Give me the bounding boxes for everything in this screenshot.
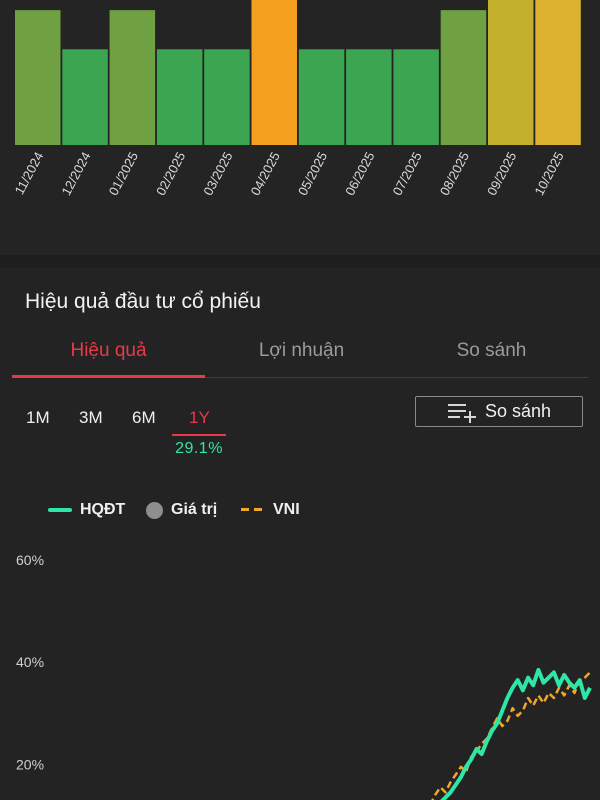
month-cell-1[interactable] [15, 10, 61, 146]
legend-dash-marker [241, 508, 265, 512]
period-1m[interactable]: 1M [26, 408, 50, 427]
period-6m[interactable]: 6M [132, 408, 156, 427]
month-label: 09/2025 [484, 149, 519, 198]
month-cell-2[interactable] [62, 49, 108, 145]
month-cell-11[interactable] [488, 0, 534, 145]
month-label: 10/2025 [531, 149, 566, 198]
month-label: 05/2025 [295, 149, 330, 198]
section-title: Hiệu quả đầu tư cổ phiếu [25, 290, 261, 313]
add-list-icon [447, 403, 476, 423]
tab-so-sanh[interactable]: So sánh [456, 340, 527, 361]
legend-vni[interactable]: VNI [241, 501, 300, 519]
month-label: 11/2024 [12, 149, 47, 197]
month-label: 02/2025 [153, 149, 188, 198]
tab-hieu-qua[interactable]: Hiệu quả [70, 340, 147, 361]
month-cell-10[interactable] [440, 10, 487, 146]
month-label: 12/2024 [58, 149, 93, 198]
month-cell-4[interactable] [156, 49, 203, 145]
y-tick-label: 20% [16, 756, 44, 772]
performance-line-chart: 60% 40% 20% [16, 552, 592, 800]
legend-gia-tri-label: Giá trị [171, 501, 218, 518]
y-tick-label: 40% [16, 654, 44, 670]
period-3m[interactable]: 3M [79, 408, 103, 427]
legend-hqdt[interactable]: HQĐT [48, 501, 125, 519]
legend-dot-marker [146, 501, 163, 519]
period-1y[interactable]: 1Y [189, 408, 210, 427]
month-label: 06/2025 [342, 149, 377, 198]
investment-performance-section: Hiệu quả đầu tư cổ phiếu Hiệu quả Lợi nh… [0, 268, 600, 800]
month-cell-9[interactable] [393, 49, 439, 145]
legend-vni-label: VNI [273, 501, 300, 518]
legend-hqdt-label: HQĐT [80, 501, 126, 518]
month-cell-5[interactable] [204, 49, 250, 145]
monthly-performance-panel: 11/2024 12/2024 01/2025 02/2025 03/2025 04/20… [0, 0, 600, 255]
compare-button-label: So sánh [484, 401, 552, 421]
month-cell-7[interactable] [298, 49, 345, 145]
period-return-value: 29.1% [175, 440, 223, 457]
month-cell-8[interactable] [346, 49, 392, 145]
month-label: 04/2025 [248, 149, 283, 198]
month-cell-6[interactable] [251, 0, 298, 145]
month-label: 08/2025 [437, 149, 472, 198]
month-cell-3[interactable] [109, 10, 156, 146]
monthly-performance-heatmap: 11/2024 12/2024 01/2025 02/2025 03/2025 04/20… [12, 0, 581, 198]
active-tab-indicator [12, 375, 205, 378]
legend-gia-tri[interactable]: Giá trị [146, 501, 217, 519]
month-label: 01/2025 [106, 149, 141, 198]
hqdt-series-line [440, 667, 592, 800]
vni-series-line [431, 671, 591, 800]
month-cell-12[interactable] [535, 0, 581, 145]
month-label: 07/2025 [389, 149, 424, 198]
tab-divider [12, 377, 588, 378]
tab-loi-nhuan[interactable]: Lợi nhuận [258, 340, 345, 361]
legend-line-marker [48, 508, 72, 512]
active-period-indicator [172, 434, 226, 436]
compare-button[interactable]: So sánh [415, 396, 583, 427]
y-tick-label: 60% [16, 552, 44, 568]
month-label: 03/2025 [200, 149, 235, 198]
